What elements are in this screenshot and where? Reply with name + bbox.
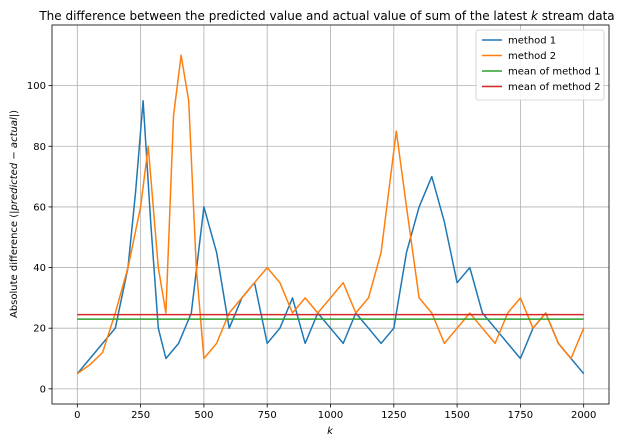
chart-title: The difference between the predicted val…	[38, 9, 614, 23]
x-tick-label: 750	[258, 410, 277, 421]
x-tick-label: 1500	[444, 410, 469, 421]
legend-label-1: method 1	[508, 36, 556, 47]
y-tick-label: 100	[27, 81, 46, 92]
legend-label-2: method 2	[508, 51, 556, 62]
x-tick-label: 2000	[571, 410, 596, 421]
x-axis-ticks: 0 250 500 750 1000 1250 1500 1750 2000	[74, 404, 596, 421]
y-tick-label: 40	[33, 263, 46, 274]
legend-label-4: mean of method 2	[508, 82, 601, 93]
x-tick-label: 500	[194, 410, 213, 421]
y-axis-ticks: 0 20 40 60 80 100	[27, 81, 52, 395]
x-tick-label: 250	[131, 410, 150, 421]
y-tick-label: 60	[33, 202, 46, 213]
legend-label-3: mean of method 1	[508, 67, 601, 78]
y-tick-label: 20	[33, 324, 46, 335]
legend: method 1 method 2 mean of method 1 mean of …	[475, 29, 605, 101]
x-axis-label: k	[327, 426, 334, 437]
series-line-2	[76, 54, 585, 375]
series-layer	[76, 54, 585, 375]
legend-box	[475, 29, 605, 101]
x-tick-label: 1000	[318, 410, 343, 421]
grid	[52, 25, 609, 404]
y-tick-label: 80	[33, 142, 46, 153]
x-tick-label: 0	[74, 410, 80, 421]
y-tick-label: 0	[40, 384, 46, 395]
y-axis-label: Absolute difference (|predicted − actual…	[9, 110, 20, 318]
x-tick-label: 1250	[381, 410, 406, 421]
x-tick-label: 1750	[508, 410, 533, 421]
